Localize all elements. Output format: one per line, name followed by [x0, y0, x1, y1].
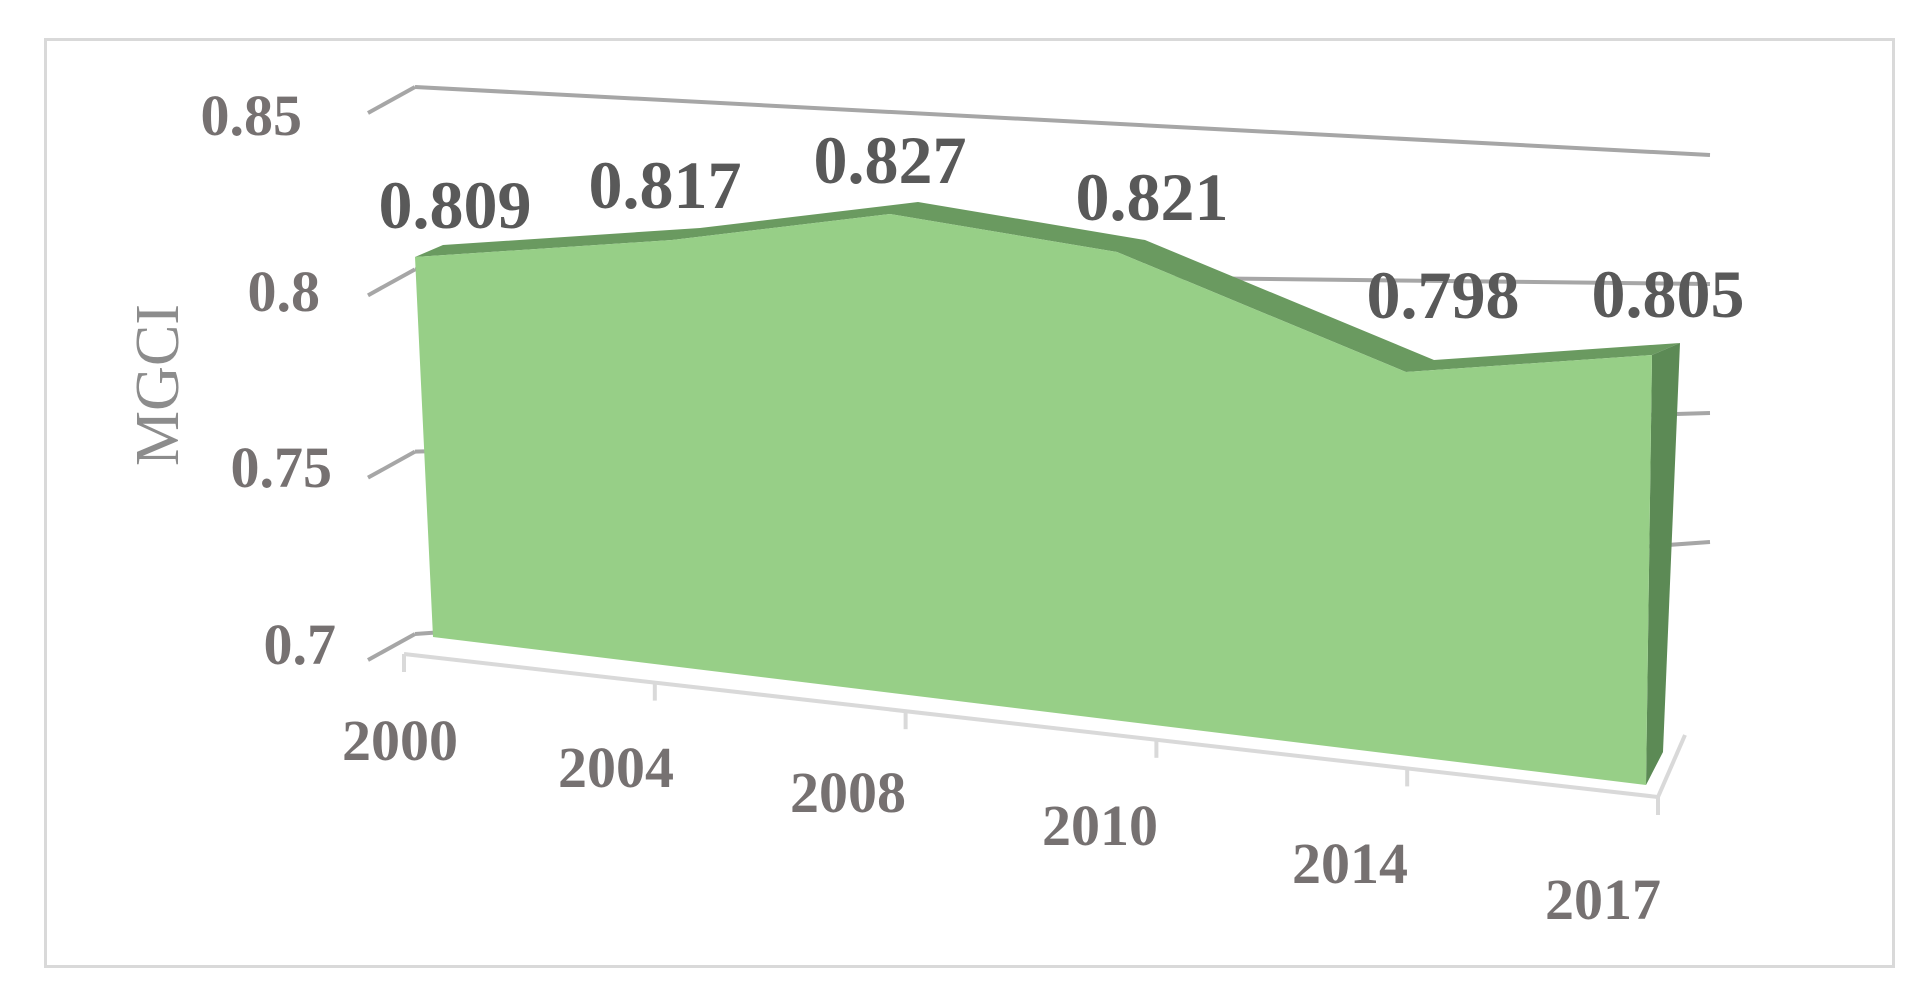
x-tick-label: 2008: [790, 760, 906, 825]
y-tick-label: 0.7: [264, 612, 337, 677]
gridline-stub: [367, 267, 416, 298]
data-label: 0.821: [1076, 159, 1229, 235]
x-tick-label: 2014: [1292, 831, 1408, 896]
area-top-ribbon: [415, 202, 1680, 372]
data-label: 0.805: [1592, 256, 1745, 332]
gridline-stub: [367, 632, 416, 662]
y-axis-title: MGCI: [124, 304, 192, 466]
area-side-face: [1646, 343, 1680, 785]
data-label: 0.809: [379, 167, 532, 243]
x-tick-label: 2004: [558, 735, 674, 800]
x-tick-label: 2000: [342, 708, 458, 773]
area-front-face: [415, 214, 1652, 785]
floor-side-edge: [1656, 734, 1687, 798]
y-axis-ticks: 0.7 0.75 0.8 0.85: [201, 83, 337, 677]
x-tick-label: 2010: [1042, 793, 1158, 858]
data-label: 0.798: [1367, 257, 1520, 333]
data-label: 0.827: [814, 122, 967, 198]
area-series: [415, 202, 1680, 785]
gridline-stub: [367, 449, 416, 480]
data-labels: 0.809 0.817 0.827 0.821 0.798 0.805: [379, 122, 1745, 333]
x-tick-label: 2017: [1545, 867, 1661, 932]
data-label: 0.817: [589, 147, 742, 223]
x-axis-ticks: 2000 2004 2008 2010 2014 2017: [342, 708, 1661, 932]
gridline-stub: [367, 85, 416, 115]
y-tick-label: 0.75: [231, 435, 333, 500]
y-tick-label: 0.85: [201, 83, 303, 148]
gridline: [414, 85, 1711, 157]
y-tick-label: 0.8: [248, 259, 321, 324]
floor-edge: [403, 652, 1659, 799]
